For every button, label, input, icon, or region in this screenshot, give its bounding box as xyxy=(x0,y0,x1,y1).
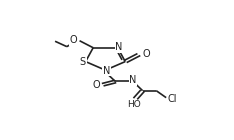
Text: HO: HO xyxy=(128,100,141,109)
Text: N: N xyxy=(115,42,123,52)
Text: O: O xyxy=(142,49,150,59)
Text: S: S xyxy=(80,57,86,67)
Text: Cl: Cl xyxy=(168,94,177,103)
Text: O: O xyxy=(70,35,77,45)
Text: N: N xyxy=(103,66,110,76)
Text: O: O xyxy=(92,80,100,90)
Text: N: N xyxy=(129,75,137,85)
